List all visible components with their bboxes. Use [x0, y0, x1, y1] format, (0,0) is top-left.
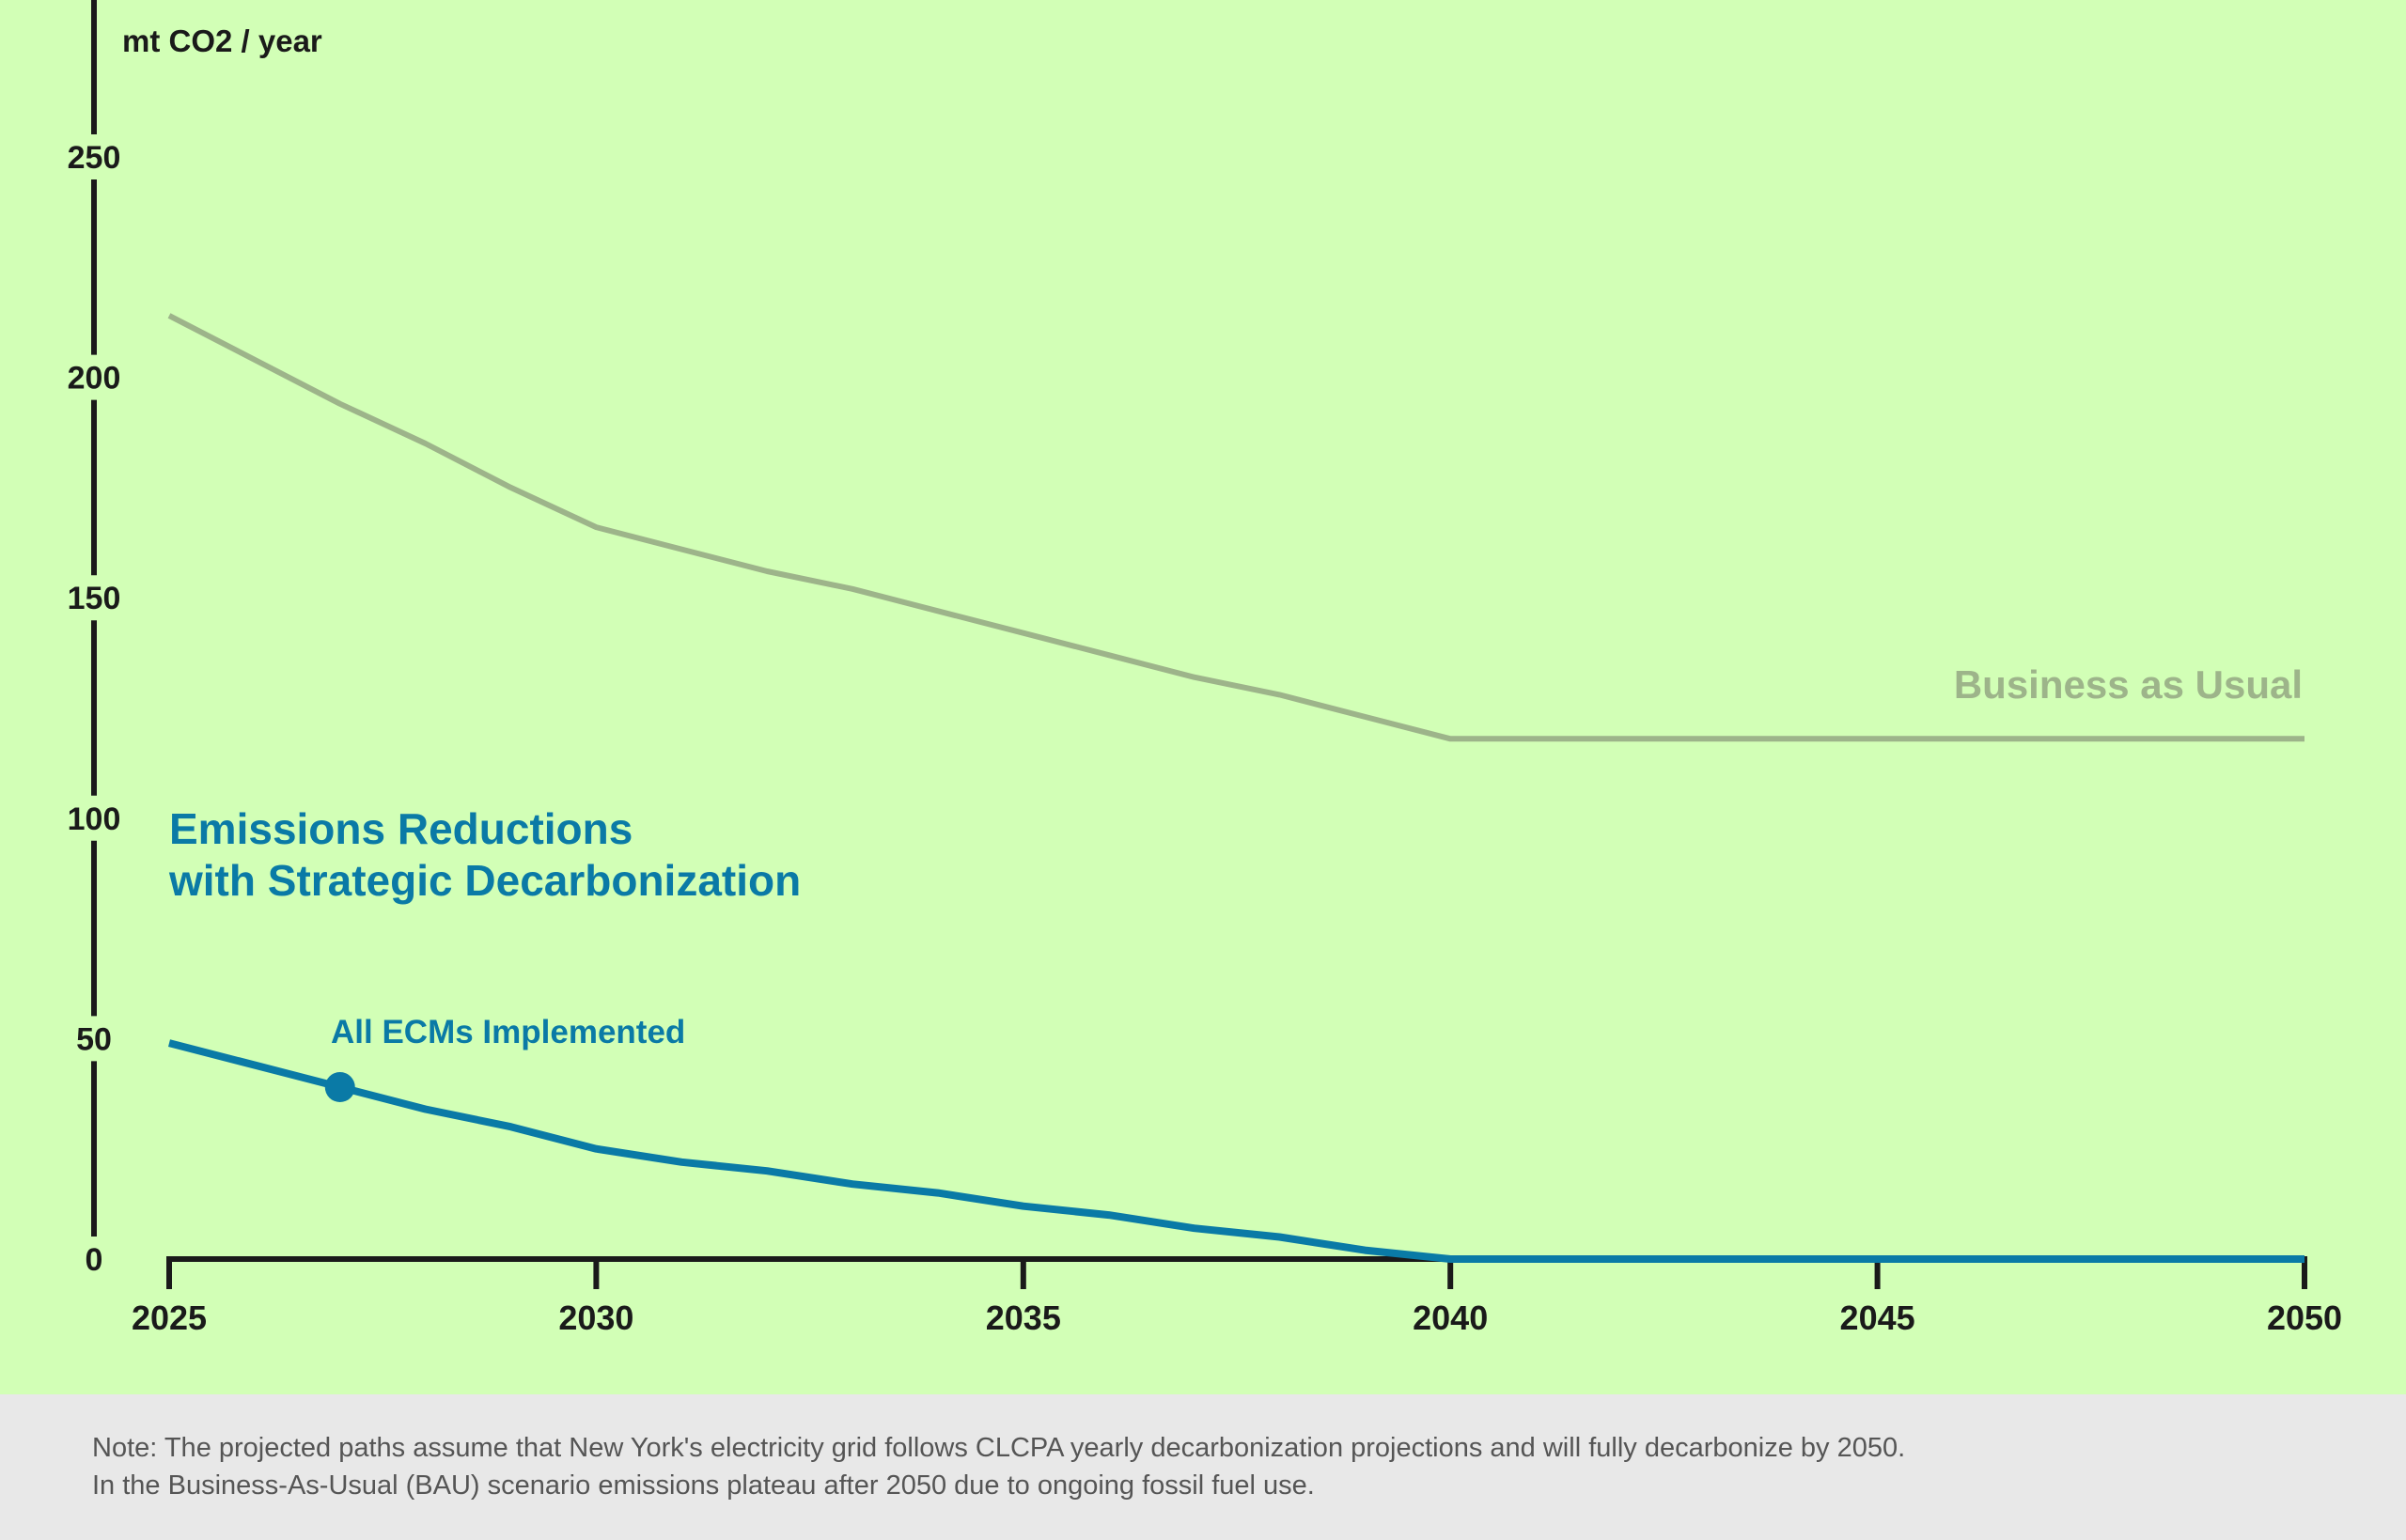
- x-tick-label: 2040: [1413, 1299, 1488, 1337]
- emissions-line-chart: 0 50 100 150 200 250 2025 2030 2035 2040 2045 2050…: [68, 0, 2342, 1337]
- y-tick-label: 50: [76, 1021, 112, 1057]
- chart-area: 0 50 100 150 200 250 2025 2030 2035 2040 2045 2050…: [0, 0, 2406, 1394]
- strategic-series-label-line1: Emissions Reductions: [169, 804, 633, 853]
- series-layer: [167, 313, 2304, 1263]
- label-layer: mt CO2 / year Business as Usual Emission…: [122, 23, 2303, 1050]
- y-axis-title: mt CO2 / year: [122, 23, 322, 58]
- y-tick-label: 200: [68, 361, 121, 397]
- x-tick-label: 2045: [1840, 1299, 1915, 1337]
- bau-series-label: Business as Usual: [1954, 662, 2303, 707]
- bau-series-line: [167, 313, 2304, 742]
- y-axis: 0 50 100 150 200 250: [68, 0, 121, 1278]
- x-axis: 2025 2030 2035 2040 2045 2050: [132, 1256, 2342, 1337]
- x-tick-label: 2035: [986, 1299, 1061, 1337]
- y-tick-label: 250: [68, 140, 121, 176]
- milestone-marker: [324, 1072, 355, 1103]
- strategic-series-label-line2: with Strategic Decarbonization: [168, 856, 801, 905]
- x-tick-label: 2030: [558, 1299, 633, 1337]
- footnote-line-2: In the Business-As-Usual (BAU) scenario …: [92, 1470, 1315, 1501]
- y-tick-label: 0: [86, 1242, 103, 1278]
- footnote: Note: The projected paths assume that Ne…: [0, 1394, 2406, 1540]
- y-tick-label: 100: [68, 801, 121, 837]
- strategic-series-line: [168, 1039, 2304, 1263]
- x-tick-label: 2025: [132, 1299, 207, 1337]
- y-tick-label: 150: [68, 581, 121, 616]
- footnote-line-1: Note: The projected paths assume that Ne…: [92, 1433, 1906, 1463]
- milestone-label: All ECMs Implemented: [331, 1014, 685, 1050]
- x-tick-label: 2050: [2267, 1299, 2342, 1337]
